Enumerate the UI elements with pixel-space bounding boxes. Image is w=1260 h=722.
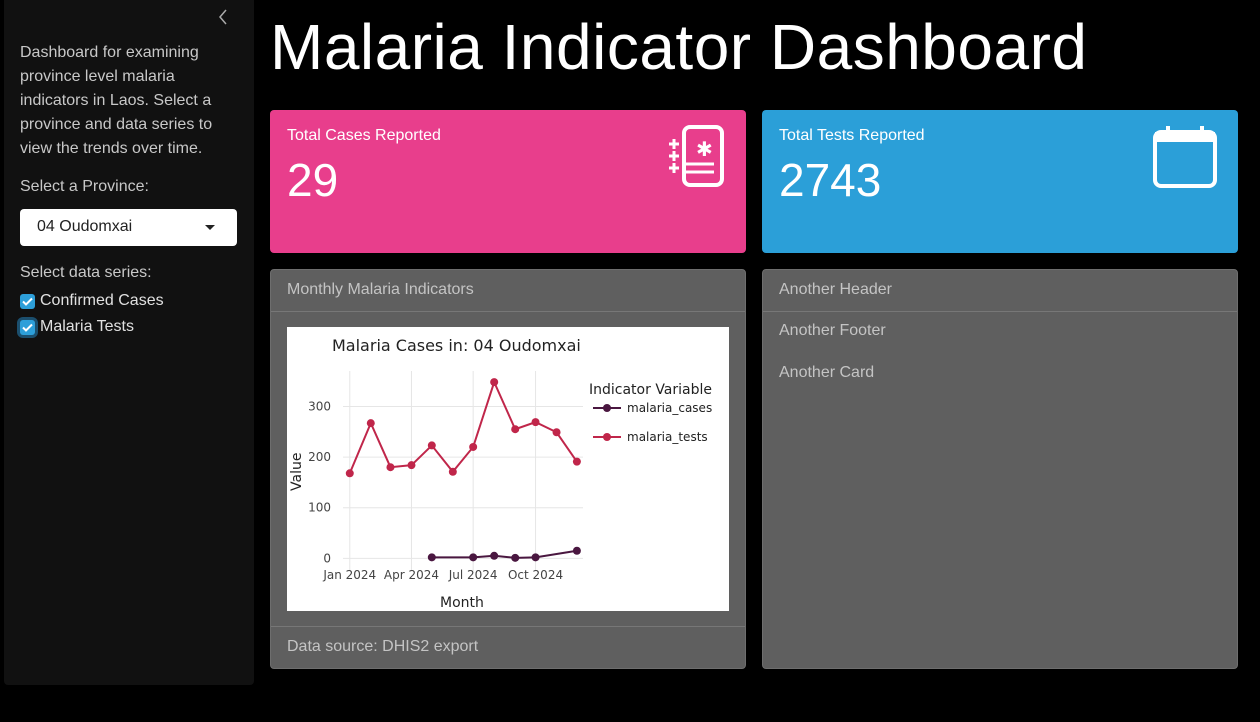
chevron-left-icon (219, 9, 227, 25)
value-box-value: 2743 (779, 154, 882, 206)
province-select-value: 04 Oudomxai (37, 218, 133, 235)
legend-marker (603, 433, 611, 441)
data-point-malaria_cases[interactable] (427, 553, 436, 562)
series-option-confirmed-cases[interactable]: Confirmed Cases (20, 292, 164, 310)
x-tick-label: Oct 2024 (508, 568, 563, 582)
y-tick-label: 100 (308, 501, 331, 515)
data-point-malaria_cases[interactable] (531, 553, 540, 562)
series-label: Select data series: (20, 264, 152, 281)
province-select[interactable]: 04 Oudomxai (20, 209, 237, 246)
series-line-malaria_cases (431, 549, 578, 559)
data-point-malaria_cases[interactable] (511, 553, 520, 562)
data-point-malaria_tests[interactable] (366, 419, 375, 428)
x-tick-label: Jan 2024 (322, 568, 376, 582)
data-point-malaria_tests[interactable] (407, 461, 416, 470)
data-point-malaria_tests[interactable] (386, 463, 395, 472)
y-axis-label: Value (289, 453, 305, 491)
province-label: Select a Province: (20, 178, 149, 195)
series-line-malaria_tests (348, 379, 578, 474)
total-tests-value-box: Total Tests Reported 2743 (762, 110, 1238, 253)
data-point-malaria_cases[interactable] (572, 546, 581, 555)
data-point-malaria_tests[interactable] (448, 467, 457, 476)
card-header: Another Header (763, 270, 1237, 312)
data-point-malaria_tests[interactable] (531, 418, 540, 427)
value-box-title: Total Tests Reported (779, 127, 925, 144)
sidebar-description: Dashboard for examining province level m… (20, 44, 213, 157)
data-point-malaria_cases[interactable] (490, 551, 499, 560)
value-box-title: Total Cases Reported (287, 127, 441, 144)
series-option-label: Malaria Tests (40, 318, 134, 335)
data-point-malaria_tests[interactable] (490, 378, 499, 387)
collapse-sidebar-button[interactable] (212, 6, 234, 28)
card-header: Monthly Malaria Indicators (271, 270, 745, 312)
data-point-malaria_tests[interactable] (469, 442, 478, 451)
legend-title: Indicator Variable (589, 382, 712, 398)
legend-label[interactable]: malaria_cases (627, 401, 712, 415)
malaria-chart[interactable]: Malaria Cases in: 04 Oudomxai 0 100 200 300… (287, 327, 729, 611)
card-footer-text: Another Footer (779, 322, 886, 339)
data-point-malaria_tests[interactable] (572, 457, 581, 466)
card-body: Another Card (779, 364, 875, 381)
monthly-indicators-card: Monthly Malaria Indicators Malaria Cases… (270, 269, 746, 669)
checkbox-malaria-tests[interactable] (20, 319, 35, 335)
calendar-icon (1152, 124, 1218, 195)
x-tick-label: Jul 2024 (448, 568, 498, 582)
x-axis-label: Month (440, 595, 484, 611)
checkmark-icon (22, 297, 33, 306)
checkbox-confirmed-cases[interactable] (20, 293, 35, 309)
card-footer: Another Footer (763, 312, 1237, 350)
data-point-malaria_tests[interactable] (345, 469, 354, 478)
data-point-malaria_tests[interactable] (427, 441, 436, 450)
card-footer-text: Data source: DHIS2 export (287, 638, 479, 655)
page-title: Malaria Indicator Dashboard (270, 11, 1088, 83)
series-option-malaria-tests[interactable]: Malaria Tests (20, 318, 134, 336)
series-option-label: Confirmed Cases (40, 292, 164, 309)
another-card: Another Header Another Footer Another Ca… (762, 269, 1238, 669)
data-point-malaria_tests[interactable] (511, 425, 520, 434)
legend-label[interactable]: malaria_tests (627, 430, 708, 444)
checkmark-icon (22, 323, 33, 332)
value-box-value: 29 (287, 154, 339, 206)
y-tick-label: 0 (323, 551, 331, 565)
caret-down-icon (205, 225, 215, 230)
x-tick-label: Apr 2024 (384, 568, 439, 582)
total-cases-value-box: Total Cases Reported 29 ✱ (270, 110, 746, 253)
chart-svg: Malaria Cases in: 04 Oudomxai 0 100 200 300… (289, 336, 712, 611)
y-tick-label: 200 (308, 450, 331, 464)
svg-text:✱: ✱ (696, 137, 713, 161)
chart-title: Malaria Cases in: 04 Oudomxai (332, 336, 581, 355)
clipboard-icon: ✱ (666, 124, 726, 195)
sidebar: Dashboard for examining province level m… (4, 0, 254, 685)
data-point-malaria_cases[interactable] (469, 553, 478, 562)
data-point-malaria_tests[interactable] (552, 428, 561, 437)
y-tick-label: 300 (308, 399, 331, 413)
card-footer: Data source: DHIS2 export (271, 626, 745, 668)
legend-marker (603, 404, 611, 412)
